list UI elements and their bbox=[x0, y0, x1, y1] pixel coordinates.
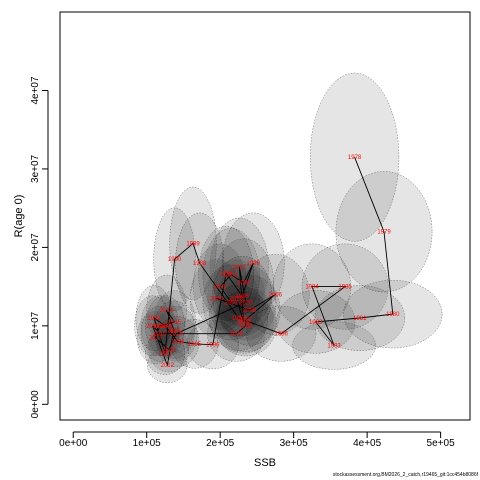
year-label: 2018 bbox=[162, 347, 176, 353]
y-tick-label: 4e+07 bbox=[30, 76, 41, 105]
x-tick-label: 5e+05 bbox=[427, 438, 456, 449]
y-tick-label: 2e+07 bbox=[30, 233, 41, 262]
year-label: 1988 bbox=[193, 261, 207, 267]
year-label: 1996 bbox=[206, 343, 220, 349]
year-label: 1991 bbox=[158, 351, 172, 357]
year-label: 2023 bbox=[230, 296, 244, 302]
year-label: 1979 bbox=[377, 230, 391, 236]
year-label: 2016 bbox=[153, 324, 167, 330]
year-label: 2015 bbox=[168, 320, 182, 326]
year-label: 1978 bbox=[348, 155, 362, 161]
year-label: 1993 bbox=[158, 324, 172, 330]
year-label: 2003 bbox=[225, 300, 239, 306]
year-label: 1985 bbox=[338, 285, 352, 291]
caption: stockassessment.org,BM2026_2_catch,r1946… bbox=[332, 472, 478, 478]
y-tick-label: 3e+07 bbox=[30, 154, 41, 183]
year-label: 1983 bbox=[327, 344, 341, 350]
y-tick-label: 1e+07 bbox=[30, 311, 41, 340]
year-label: 2005 bbox=[243, 308, 257, 314]
year-label: 1989 bbox=[186, 242, 200, 248]
year-label: 2021 bbox=[233, 265, 247, 271]
x-tick-label: 3e+05 bbox=[280, 438, 309, 449]
x-tick-label: 0e+00 bbox=[59, 438, 88, 449]
y-tick-label: 0e+00 bbox=[30, 390, 41, 419]
year-label: 2008 bbox=[239, 324, 253, 330]
x-axis-label: SSB bbox=[254, 457, 276, 469]
x-axis: 0e+00 1e+05 2e+05 3e+05 4e+05 5e+05 bbox=[59, 431, 456, 449]
year-label: 1990 bbox=[168, 257, 182, 263]
year-label: 2011 bbox=[146, 324, 160, 330]
year-label: 2019 bbox=[169, 332, 183, 338]
y-axis: 0e+00 1e+07 2e+07 3e+07 4e+07 bbox=[30, 76, 49, 419]
year-label: 2001 bbox=[225, 273, 239, 279]
year-label: 1995 bbox=[188, 342, 202, 348]
year-label: 2007 bbox=[239, 318, 253, 324]
year-label: 2006 bbox=[269, 293, 283, 299]
year-label: 2017 bbox=[149, 336, 163, 342]
x-tick-label: 2e+05 bbox=[206, 438, 235, 449]
trajectory bbox=[152, 157, 394, 367]
plot-frame bbox=[59, 11, 471, 421]
year-labels: 1978 1979 1980 1981 1982 1983 1984 1985 1986 1987… bbox=[146, 155, 400, 369]
year-label: 1984 bbox=[305, 285, 319, 291]
year-label: 1980 bbox=[386, 312, 400, 318]
year-label: 1982 bbox=[309, 320, 323, 326]
x-tick-label: 4e+05 bbox=[353, 438, 382, 449]
year-label: 2000 bbox=[237, 281, 251, 287]
year-label: 2010 bbox=[153, 332, 167, 338]
y-axis-label: R(age 0) bbox=[13, 195, 25, 238]
year-label: 2022 bbox=[237, 320, 251, 326]
x-tick-label: 1e+05 bbox=[133, 438, 162, 449]
trajectory-line bbox=[152, 157, 394, 367]
year-label: 2012 bbox=[161, 363, 175, 369]
year-label: 1992 bbox=[147, 316, 161, 322]
year-label: 1981 bbox=[353, 316, 367, 322]
year-label: 1986 bbox=[275, 332, 289, 338]
year-label: 1997 bbox=[219, 271, 233, 277]
year-label: 2009 bbox=[230, 332, 244, 338]
year-label: 1999 bbox=[247, 261, 261, 267]
year-label: 1994 bbox=[171, 340, 185, 346]
year-label: 1987 bbox=[232, 316, 246, 322]
year-label: 2014 bbox=[160, 308, 174, 314]
year-label: 2002 bbox=[214, 285, 228, 291]
year-label: 2013 bbox=[167, 328, 181, 334]
year-label: 1998 bbox=[236, 294, 250, 300]
year-label: 2020 bbox=[239, 300, 253, 306]
year-label: 2004 bbox=[210, 296, 224, 302]
